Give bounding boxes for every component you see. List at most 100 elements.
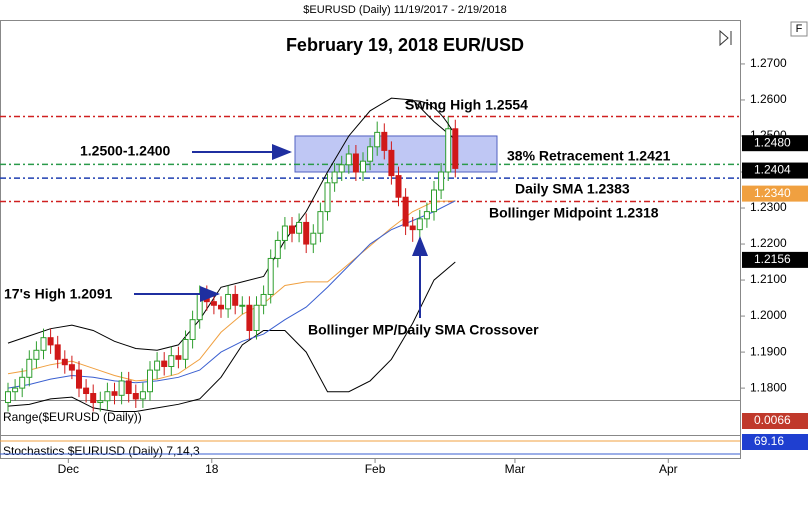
candle-body <box>203 293 210 303</box>
indicator-line <box>7 97 456 351</box>
price-marker-label: 1.2404 <box>754 163 791 177</box>
candle-body <box>232 293 239 306</box>
candle-body <box>367 146 374 162</box>
candle-body <box>147 369 153 393</box>
x-tick-label: Mar <box>505 462 526 476</box>
candle-body <box>267 257 274 295</box>
chart-header: $EURUSD (Daily) 11/19/2017 - 2/19/2018 <box>303 4 506 16</box>
candle-body <box>345 153 352 166</box>
candle-body <box>409 225 416 231</box>
y-tick-label: 1.1900 <box>750 344 787 358</box>
candle-body <box>182 338 189 360</box>
candle-body <box>125 380 132 395</box>
panel-value-box <box>742 413 808 429</box>
candle-body <box>118 380 125 396</box>
candle-body <box>189 319 196 340</box>
candle-body <box>83 387 90 395</box>
candle-body <box>19 376 26 389</box>
x-tick-label: Apr <box>659 462 678 476</box>
panel-value-box <box>742 434 808 450</box>
candle-body <box>452 128 459 169</box>
candle-body <box>324 182 331 213</box>
candle-body <box>317 211 324 234</box>
annotation: 17's High 1.2091 <box>4 286 113 302</box>
candle-body <box>68 364 75 371</box>
candle-body <box>303 221 310 245</box>
candle-body <box>54 344 61 360</box>
candle-body <box>416 218 423 231</box>
y-tick-label: 1.1800 <box>750 380 787 394</box>
candle-body <box>423 211 430 220</box>
price-marker <box>742 251 808 268</box>
candle-body <box>253 304 260 331</box>
panel-label: Stochastics $EURUSD (Daily) 7,14,3 <box>3 444 200 458</box>
candle-body <box>161 360 168 368</box>
plot-frame <box>0 20 741 459</box>
candle-body <box>296 221 303 234</box>
candle-body <box>97 400 104 404</box>
price-marker <box>742 185 808 202</box>
x-tick-label: Feb <box>365 462 386 476</box>
candle-body <box>139 391 146 400</box>
candle-body <box>104 391 111 402</box>
annotation: Bollinger MP/Daily SMA Crossover <box>308 322 539 338</box>
price-zone <box>294 135 498 173</box>
candle-body <box>61 358 68 366</box>
candle-body <box>381 131 388 151</box>
price-marker-label: 1.2340 <box>754 186 791 200</box>
x-tick-label: Dec <box>58 462 79 476</box>
annotation: Daily SMA 1.2383 <box>515 181 630 197</box>
candle-body <box>374 131 381 148</box>
candle-body <box>26 358 33 378</box>
candle-body <box>76 369 82 389</box>
panel-label: Range($EURUSD (Daily)) <box>3 410 142 424</box>
candle-body <box>210 301 217 306</box>
candle-body <box>33 349 40 360</box>
candle-body <box>274 239 281 259</box>
candle-body <box>40 337 47 351</box>
annotation: 38% Retracement 1.2421 <box>507 148 671 164</box>
annotation-leader <box>404 100 453 131</box>
candle-body <box>175 355 182 360</box>
price-marker-label: 1.2156 <box>754 252 791 266</box>
candle-body <box>438 171 445 191</box>
candle-body <box>196 293 203 321</box>
candle-body <box>239 304 246 307</box>
candle-body <box>154 360 161 371</box>
play-icon <box>719 29 732 47</box>
candle-body <box>289 225 295 234</box>
candle-body <box>445 128 452 173</box>
y-tick-label: 1.2200 <box>750 236 787 250</box>
panel-value-label: 0.0066 <box>754 413 791 427</box>
candle-body <box>338 164 345 173</box>
candle-body <box>47 337 54 346</box>
indicator-line <box>7 200 456 389</box>
candle-body <box>310 232 317 245</box>
candle-body <box>331 171 338 184</box>
candle-body <box>12 387 19 393</box>
y-tick-label: 1.2600 <box>750 92 787 106</box>
candle-body <box>395 175 402 198</box>
candle-body <box>168 355 175 368</box>
candle-body <box>5 391 11 404</box>
corner-label: F <box>796 23 803 35</box>
candle-body <box>402 196 409 227</box>
y-tick-label: 1.2000 <box>750 308 787 322</box>
plot-area: 1.18001.19001.20001.21001.22001.23001.24… <box>0 56 787 476</box>
candle-body <box>260 293 267 306</box>
annotation: Bollinger Midpoint 1.2318 <box>489 205 659 221</box>
candle-body <box>218 304 224 310</box>
candle-body <box>360 160 366 173</box>
candle-body <box>352 153 359 173</box>
price-marker <box>742 162 808 179</box>
candle-body <box>90 393 97 404</box>
price-marker-label: 1.2480 <box>754 135 791 149</box>
candle-body <box>111 391 118 396</box>
panel-value-label: 69.16 <box>754 434 784 448</box>
y-tick-label: 1.2100 <box>750 272 787 286</box>
candle-body <box>132 393 139 400</box>
x-tick-label: 18 <box>205 462 219 476</box>
y-tick-label: 1.2300 <box>750 200 787 214</box>
